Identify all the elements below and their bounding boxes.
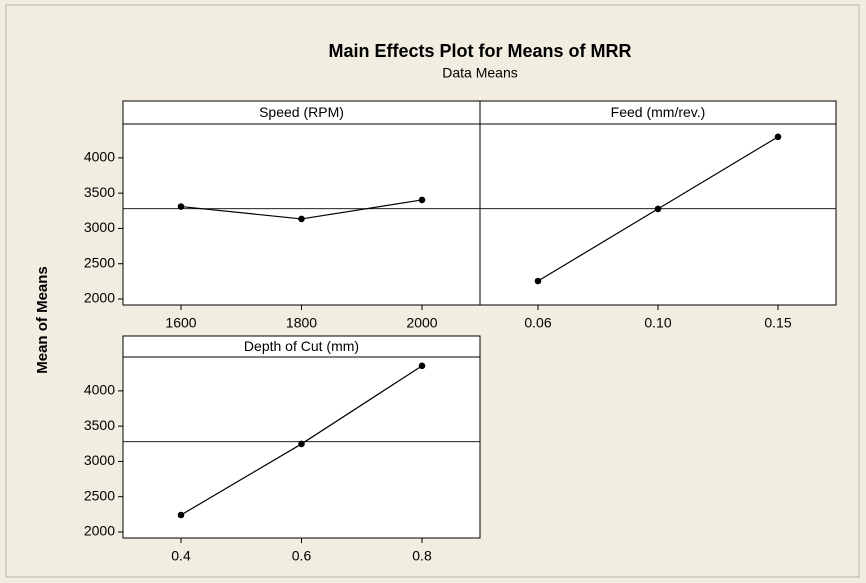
y-tick-label: 4000 — [84, 149, 115, 165]
x-tick-label: 0.15 — [764, 315, 791, 331]
x-tick-label: 0.06 — [524, 315, 551, 331]
y-tick-label: 3000 — [84, 452, 115, 468]
panel-title: Depth of Cut (mm) — [244, 338, 359, 354]
y-tick-label: 3000 — [84, 219, 115, 235]
panel-title: Feed (mm/rev.) — [611, 104, 706, 120]
y-axis-label: Mean of Means — [34, 266, 51, 374]
y-tick-label: 2000 — [84, 523, 115, 539]
y-tick-label: 2500 — [84, 254, 115, 270]
x-tick-label: 0.8 — [412, 548, 432, 564]
x-tick-label: 0.10 — [644, 315, 671, 331]
y-tick-label: 4000 — [84, 382, 115, 398]
panel-plot — [122, 123, 481, 306]
panel-plot — [479, 123, 837, 306]
point — [418, 362, 426, 370]
panel-title: Speed (RPM) — [259, 104, 344, 120]
y-tick-label: 2000 — [84, 290, 115, 306]
x-tick-label: 1600 — [165, 315, 196, 331]
x-tick-label: 1800 — [286, 315, 317, 331]
chart-subtitle: Data Means — [442, 65, 517, 81]
x-tick-label: 0.4 — [171, 548, 191, 564]
point — [177, 203, 185, 210]
x-tick-label: 2000 — [406, 315, 437, 331]
point — [418, 196, 426, 204]
y-tick-label: 3500 — [84, 184, 115, 200]
chart-title: Main Effects Plot for Means of MRR — [328, 41, 631, 61]
y-tick-label: 2500 — [84, 487, 115, 503]
point — [298, 215, 305, 223]
point — [298, 440, 305, 448]
point — [654, 205, 662, 213]
point — [177, 511, 185, 519]
panel-plot — [122, 356, 481, 539]
point — [774, 133, 782, 141]
x-tick-label: 0.6 — [292, 548, 312, 564]
point — [534, 277, 542, 285]
y-tick-label: 3500 — [84, 417, 115, 433]
